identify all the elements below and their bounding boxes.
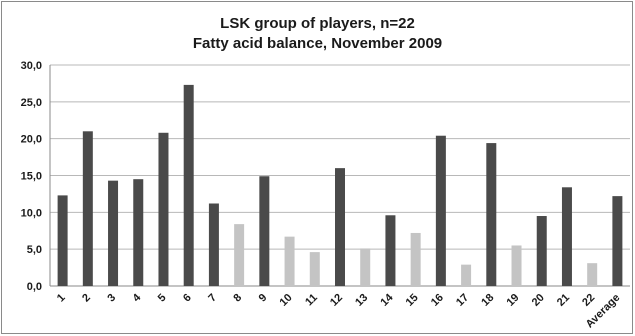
- bar: [561, 187, 572, 286]
- x-tick-label: 20: [530, 292, 547, 309]
- chart-subtitle: Fatty acid balance, November 2009: [192, 35, 443, 52]
- bar: [208, 203, 219, 286]
- bar: [486, 143, 497, 286]
- y-tick-label: 5,0: [27, 244, 42, 256]
- bar: [435, 135, 446, 286]
- chart-title: LSK group of players, n=22: [220, 15, 415, 32]
- bar: [183, 84, 194, 286]
- x-tick-label: 18: [479, 292, 496, 309]
- x-tick-label: 5: [156, 292, 169, 305]
- x-tick-label: 1: [55, 292, 68, 305]
- x-tick-label: 9: [257, 292, 270, 305]
- bar: [612, 196, 623, 286]
- x-tick-label: 2: [80, 292, 93, 305]
- bar: [284, 236, 295, 286]
- chart-title-block: LSK group of players, n=22 Fatty acid ba…: [0, 14, 635, 54]
- bar: [410, 232, 421, 286]
- bar: [536, 216, 547, 286]
- x-tick-label: 14: [378, 291, 396, 309]
- x-tick-label: 3: [105, 292, 118, 305]
- bar: [587, 263, 598, 286]
- x-tick-label: 6: [181, 292, 194, 305]
- y-tick-label: 0,0: [27, 281, 42, 293]
- bar: [385, 215, 396, 286]
- x-tick-label: 4: [131, 291, 144, 304]
- bar: [511, 245, 522, 286]
- x-tick-label: 8: [231, 292, 244, 305]
- y-tick-label: 25,0: [21, 97, 42, 109]
- x-tick-label: 15: [404, 292, 421, 309]
- x-tick-label: 22: [580, 292, 597, 309]
- bar: [234, 224, 245, 286]
- bar: [57, 195, 68, 286]
- y-tick-label: 20,0: [21, 134, 42, 146]
- bar: [108, 180, 119, 286]
- bar: [335, 168, 345, 286]
- x-tick-label: 11: [303, 292, 320, 309]
- x-tick-label: 7: [206, 292, 219, 305]
- y-tick-label: 10,0: [21, 207, 42, 219]
- bar: [259, 176, 270, 286]
- bar: [461, 264, 472, 286]
- x-tick-label: 10: [278, 292, 295, 309]
- y-tick-label: 30,0: [21, 60, 42, 72]
- bar: [133, 179, 144, 286]
- y-tick-label: 15,0: [21, 171, 42, 183]
- x-tick-label: 13: [353, 292, 370, 309]
- bar: [360, 248, 371, 286]
- bar: [158, 132, 169, 286]
- x-tick-label: 12: [328, 292, 345, 309]
- x-tick-label: 16: [429, 292, 446, 309]
- bar: [309, 252, 320, 286]
- bar: [82, 131, 93, 286]
- x-tick-label: 17: [454, 292, 471, 309]
- x-tick-label: 21: [555, 292, 572, 309]
- x-tick-label: 19: [504, 292, 521, 309]
